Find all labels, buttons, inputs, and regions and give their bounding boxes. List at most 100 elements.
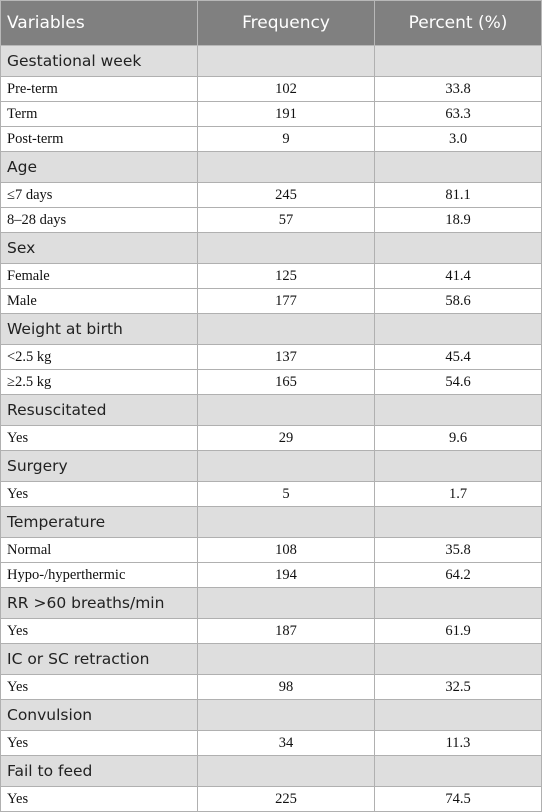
group-empty-cell xyxy=(197,232,375,264)
group-row: Surgery xyxy=(0,450,542,482)
group-row: Sex xyxy=(0,232,542,264)
table-row: Pre-term 102 33.8 xyxy=(0,76,542,102)
group-empty-cell xyxy=(374,232,542,264)
header-frequency: Frequency xyxy=(197,0,375,46)
group-row: Temperature xyxy=(0,506,542,538)
variable-cell: Hypo-/hyperthermic xyxy=(0,562,198,588)
variable-cell: ≥2.5 kg xyxy=(0,369,198,395)
table-row: ≤7 days 245 81.1 xyxy=(0,182,542,208)
frequency-cell: 98 xyxy=(197,674,375,700)
group-label: RR >60 breaths/min xyxy=(0,587,198,619)
frequency-cell: 191 xyxy=(197,101,375,127)
group-empty-cell xyxy=(197,587,375,619)
group-label: Surgery xyxy=(0,450,198,482)
frequency-cell: 102 xyxy=(197,76,375,102)
percent-cell: 1.7 xyxy=(374,481,542,507)
percent-cell: 74.5 xyxy=(374,786,542,812)
percent-cell: 64.2 xyxy=(374,562,542,588)
group-row: RR >60 breaths/min xyxy=(0,587,542,619)
percent-cell: 45.4 xyxy=(374,344,542,370)
percent-cell: 58.6 xyxy=(374,288,542,314)
group-label: Resuscitated xyxy=(0,394,198,426)
group-empty-cell xyxy=(197,450,375,482)
group-empty-cell xyxy=(374,151,542,183)
variable-cell: 8–28 days xyxy=(0,207,198,233)
variable-cell: ≤7 days xyxy=(0,182,198,208)
group-empty-cell xyxy=(374,699,542,731)
percent-cell: 63.3 xyxy=(374,101,542,127)
frequency-cell: 225 xyxy=(197,786,375,812)
group-label: Age xyxy=(0,151,198,183)
variable-cell: Normal xyxy=(0,537,198,563)
group-row: Resuscitated xyxy=(0,394,542,426)
header-percent: Percent (%) xyxy=(374,0,542,46)
group-empty-cell xyxy=(374,313,542,345)
group-label: IC or SC retraction xyxy=(0,643,198,675)
variable-cell: Male xyxy=(0,288,198,314)
percent-cell: 3.0 xyxy=(374,126,542,152)
percent-cell: 61.9 xyxy=(374,618,542,644)
variable-cell: Yes xyxy=(0,425,198,451)
frequency-cell: 245 xyxy=(197,182,375,208)
frequency-cell: 5 xyxy=(197,481,375,507)
table-row: Yes 98 32.5 xyxy=(0,674,542,700)
table-row: Yes 5 1.7 xyxy=(0,481,542,507)
table-row: Term 191 63.3 xyxy=(0,101,542,127)
group-label: Temperature xyxy=(0,506,198,538)
table-row: ≥2.5 kg 165 54.6 xyxy=(0,369,542,395)
group-empty-cell xyxy=(374,643,542,675)
group-empty-cell xyxy=(197,506,375,538)
variable-cell: Post-term xyxy=(0,126,198,152)
frequency-cell: 194 xyxy=(197,562,375,588)
frequency-cell: 34 xyxy=(197,730,375,756)
frequency-cell: 29 xyxy=(197,425,375,451)
variable-cell: Female xyxy=(0,263,198,289)
group-empty-cell xyxy=(374,587,542,619)
group-empty-cell xyxy=(374,394,542,426)
group-row: Convulsion xyxy=(0,699,542,731)
variable-cell: Pre-term xyxy=(0,76,198,102)
group-empty-cell xyxy=(374,506,542,538)
percent-cell: 35.8 xyxy=(374,537,542,563)
table-row: Female 125 41.4 xyxy=(0,263,542,289)
table-row: 8–28 days 57 18.9 xyxy=(0,207,542,233)
variable-cell: Yes xyxy=(0,674,198,700)
group-empty-cell xyxy=(197,699,375,731)
percent-cell: 32.5 xyxy=(374,674,542,700)
frequency-cell: 187 xyxy=(197,618,375,644)
percent-cell: 33.8 xyxy=(374,76,542,102)
frequency-cell: 108 xyxy=(197,537,375,563)
percent-cell: 18.9 xyxy=(374,207,542,233)
group-row: Age xyxy=(0,151,542,183)
percent-cell: 9.6 xyxy=(374,425,542,451)
table-row: Hypo-/hyperthermic 194 64.2 xyxy=(0,562,542,588)
frequency-cell: 137 xyxy=(197,344,375,370)
table-body: Gestational week Pre-term 102 33.8 Term 191 63… xyxy=(0,45,542,812)
group-row: Fail to feed xyxy=(0,755,542,787)
group-empty-cell xyxy=(374,450,542,482)
variable-cell: Yes xyxy=(0,481,198,507)
table-row: Yes 29 9.6 xyxy=(0,425,542,451)
percent-cell: 54.6 xyxy=(374,369,542,395)
group-label: Weight at birth xyxy=(0,313,198,345)
percent-cell: 41.4 xyxy=(374,263,542,289)
group-row: Gestational week xyxy=(0,45,542,77)
table-row: Male 177 58.6 xyxy=(0,288,542,314)
group-row: Weight at birth xyxy=(0,313,542,345)
group-empty-cell xyxy=(197,394,375,426)
table-row: Normal 108 35.8 xyxy=(0,537,542,563)
variable-cell: Yes xyxy=(0,786,198,812)
group-empty-cell xyxy=(197,45,375,77)
header-variables: Variables xyxy=(0,0,198,46)
group-empty-cell xyxy=(374,755,542,787)
group-empty-cell xyxy=(197,313,375,345)
table-row: <2.5 kg 137 45.4 xyxy=(0,344,542,370)
frequency-cell: 9 xyxy=(197,126,375,152)
variable-cell: Yes xyxy=(0,618,198,644)
table-row: Yes 225 74.5 xyxy=(0,786,542,812)
group-label: Sex xyxy=(0,232,198,264)
group-row: IC or SC retraction xyxy=(0,643,542,675)
group-empty-cell xyxy=(197,643,375,675)
variable-cell: <2.5 kg xyxy=(0,344,198,370)
